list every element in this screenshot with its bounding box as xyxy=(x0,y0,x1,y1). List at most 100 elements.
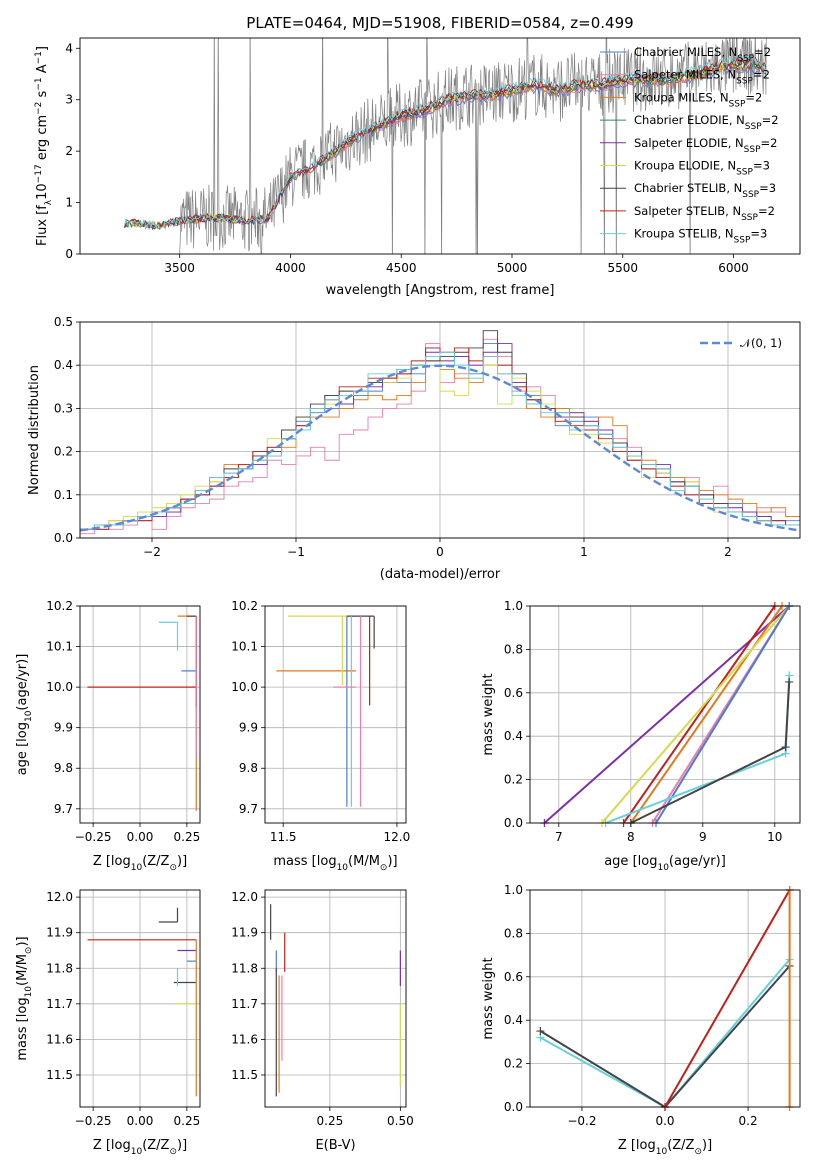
observed-spectrum xyxy=(179,38,767,254)
age-vs-mass-xlabel: mass [log10(M/M⊙)] xyxy=(273,854,397,873)
massweight_vs_Z-ytick-label: 1.0 xyxy=(504,883,523,897)
massweight_vs_age-ylabel: mass weight xyxy=(481,673,496,755)
spectrum-xlabel: wavelength [Angstrom, rest frame] xyxy=(326,283,555,298)
legend-entry: Chabrier MILES, NSSP=2 xyxy=(634,45,771,64)
residuals-ytick-label: 0.0 xyxy=(54,531,73,545)
mass-weight-marker xyxy=(781,743,790,752)
spectrum-panel: 3500 4000 4500 5000 5500 6000 0 1 2 3 4 wavelength … xyxy=(34,37,801,298)
age_vs_Z-xtick-label: 0.00 xyxy=(127,830,154,844)
age_vs_mass-ytick-label: 9.9 xyxy=(239,721,258,735)
gauss-legend-label: 𝒩(0, 1) xyxy=(740,336,782,350)
mass_vs_Z-ytick-label: 12.0 xyxy=(46,890,73,904)
massweight_vs_age-ytick-label: 0.6 xyxy=(504,686,523,700)
legend-entry: Chabrier STELIB, NSSP=3 xyxy=(634,181,776,200)
residuals-xtick-label: −1 xyxy=(287,545,305,559)
age_vs_Z-ytick-label: 9.9 xyxy=(54,721,73,735)
age_vs_Z-panel: −0.25 0.00 0.25 9.7 9.8 9.9 10.0 10.1 10.2 Z [log… xyxy=(15,599,201,873)
residuals-ytick-label: 0.5 xyxy=(54,315,73,329)
spectrum-xtick-label: 6000 xyxy=(718,261,749,275)
mass-weight-marker xyxy=(536,1027,545,1036)
massweight_vs_Z-ytick-label: 0.6 xyxy=(504,970,523,984)
mass_vs_EBV-xtick-label: 0.50 xyxy=(387,1114,414,1128)
spectrum-ytick-label: 3 xyxy=(65,93,73,107)
mass_vs_Z-xtick-label: 0.25 xyxy=(174,1114,201,1128)
model-spectrum xyxy=(123,55,767,230)
massweight_vs_Z-panel: −0.2 0.0 0.2 0.0 0.2 0.4 0.6 0.8 1.0 mass weight Z… xyxy=(481,883,801,1157)
gaussian-curve xyxy=(80,364,800,532)
mass_vs_EBV-ytick-label: 11.7 xyxy=(231,997,258,1011)
age_vs_Z-ytick-label: 10.2 xyxy=(46,599,73,613)
mass-weight-line xyxy=(622,606,776,823)
mass-weight-line xyxy=(539,958,791,1107)
age_vs_mass-xtick-label: 12.0 xyxy=(384,830,411,844)
mass-weight-line xyxy=(601,606,790,823)
legend-entry: Kroupa ELODIE, NSSP=3 xyxy=(634,159,770,178)
mass-weight-line xyxy=(655,606,791,823)
spectrum-ytick-label: 0 xyxy=(65,247,73,261)
age_vs_mass-ytick-label: 9.7 xyxy=(239,802,258,816)
mass-weight-line xyxy=(664,890,791,1107)
mw-age-xlabel: age [log10(age/yr)] xyxy=(604,854,726,873)
residuals-ylabel: Normed distribution xyxy=(27,365,42,495)
massweight_vs_age-ytick-label: 0.0 xyxy=(504,816,523,830)
massweight_vs_Z-ytick-label: 0.8 xyxy=(504,926,523,940)
massweight_vs_Z-ylabel: mass weight xyxy=(481,957,496,1039)
residuals-xtick-label: 0 xyxy=(436,545,444,559)
massweight_vs_age-xtick-label: 9 xyxy=(699,830,707,844)
residuals-ytick-label: 0.4 xyxy=(54,358,73,372)
legend-entry: Salpeter STELIB, NSSP=2 xyxy=(634,204,775,223)
legend-entry: Salpeter ELODIE, NSSP=2 xyxy=(634,136,777,155)
age_vs_Z-ytick-label: 9.8 xyxy=(54,761,73,775)
massweight_vs_age-xtick-label: 10 xyxy=(767,830,782,844)
massweight_vs_age-axes xyxy=(529,605,801,824)
spectrum-ytick-label: 2 xyxy=(65,144,73,158)
mass-vs-z-xlabel: Z [log10(Z/Z⊙)] xyxy=(93,1138,187,1157)
mass_vs_EBV-ytick-label: 11.9 xyxy=(231,926,258,940)
spectrum-xtick-label: 3500 xyxy=(164,261,195,275)
spectrum-ytick-label: 4 xyxy=(65,41,73,55)
mass_vs_Z-ytick-label: 11.5 xyxy=(46,1068,73,1082)
residuals-xlabel: (data-model)/error xyxy=(380,567,501,582)
mass_vs_Z-panel: −0.25 0.00 0.25 11.5 11.6 11.7 11.8 11.9 12.0 Z [… xyxy=(15,889,201,1157)
mass_vs_Z-ytick-label: 11.8 xyxy=(46,961,73,975)
residuals-ytick-label: 0.2 xyxy=(54,445,73,459)
mass_vs_Z-ytick-label: 11.6 xyxy=(46,1032,73,1046)
massweight_vs_age-ytick-label: 1.0 xyxy=(504,599,523,613)
age_vs_mass-ytick-label: 10.2 xyxy=(231,599,258,613)
massweight_vs_Z-xtick-label: −0.2 xyxy=(567,1114,596,1128)
age_vs_mass-ytick-label: 9.8 xyxy=(239,761,258,775)
mass_vs_Z-ytick-label: 11.9 xyxy=(46,926,73,940)
massweight_vs_age-ytick-label: 0.2 xyxy=(504,773,523,787)
spectrum-xtick-label: 4000 xyxy=(275,261,306,275)
figure-title: PLATE=0464, MJD=51908, FIBERID=0584, z=0… xyxy=(246,14,633,32)
age-vs-z-ylabel: age [log10(age/yr)] xyxy=(15,654,34,776)
mass_vs_Z-axes xyxy=(79,889,201,1108)
mass_vs_EBV-axes xyxy=(264,889,407,1108)
mass_vs_EBV-ytick-label: 11.8 xyxy=(231,961,258,975)
age_vs_mass-xtick-label: 11.5 xyxy=(270,830,297,844)
mass_vs_Z-xtick-label: 0.00 xyxy=(127,1114,154,1128)
massweight_vs_Z-ytick-label: 0.0 xyxy=(504,1100,523,1114)
spectrum-xtick-label: 4500 xyxy=(386,261,417,275)
mass_vs_EBV-ytick-label: 11.6 xyxy=(231,1032,258,1046)
mass_vs_EBV-ytick-label: 11.5 xyxy=(231,1068,258,1082)
massweight_vs_Z-axes xyxy=(529,889,801,1108)
spectrum-axes xyxy=(79,37,801,255)
residuals-panel: −2 −1 0 1 2 0.0 0.1 0.2 0.3 0.4 0.5 (data-model)/er… xyxy=(27,315,801,582)
massweight_vs_Z-ytick-label: 0.4 xyxy=(504,1013,523,1027)
residuals-ytick-label: 0.3 xyxy=(54,401,73,415)
residuals-ytick-label: 0.1 xyxy=(54,488,73,502)
mass_vs_EBV-xtick-label: 0.25 xyxy=(317,1114,344,1128)
legend-entry: Kroupa STELIB, NSSP=3 xyxy=(634,227,767,246)
age_vs_Z-xtick-label: −0.25 xyxy=(75,830,112,844)
mass_vs_EBV-panel: 0.25 0.50 11.5 11.6 11.7 11.8 11.9 12.0 E(B-V) xyxy=(231,889,414,1153)
age_vs_Z-ytick-label: 10.1 xyxy=(46,640,73,654)
massweight_vs_age-xtick-label: 8 xyxy=(627,830,635,844)
massweight_vs_Z-xtick-label: 0.0 xyxy=(655,1114,674,1128)
spectrum-ylabel: Flux [fλ10−17 erg cm−2 s−1 A−1] xyxy=(34,46,54,246)
mass-vs-ebv-xlabel: E(B-V) xyxy=(315,1138,355,1153)
mass-weight-marker xyxy=(785,677,794,686)
mass_vs_EBV-ytick-label: 12.0 xyxy=(231,890,258,904)
age_vs_Z-xtick-label: 0.25 xyxy=(174,830,201,844)
